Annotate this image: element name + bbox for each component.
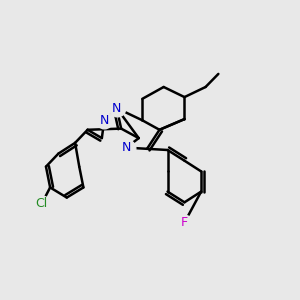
Text: N: N: [122, 141, 131, 154]
Text: F: F: [181, 216, 188, 229]
Text: N: N: [100, 114, 109, 127]
Text: Cl: Cl: [36, 197, 48, 210]
Text: N: N: [112, 102, 122, 115]
